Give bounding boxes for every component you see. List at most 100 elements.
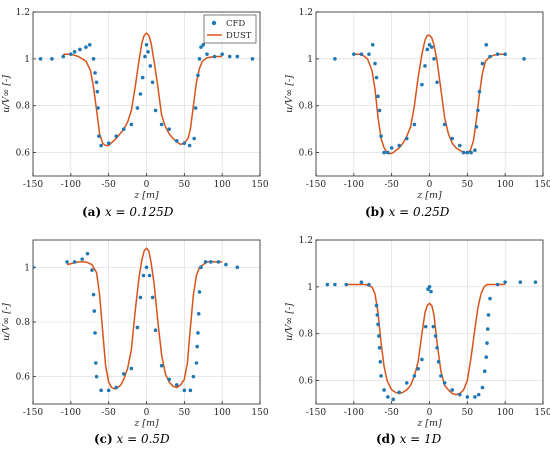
xtick-label-b-2: -50 — [384, 180, 399, 190]
cfd-point-d-2 — [344, 282, 349, 287]
cfd-point-a-18 — [129, 122, 134, 127]
plot-d: -150 -100 -50 0 50 100 150 0.6 0.8 1 1.2 z [m] u/V∞ … — [284, 236, 550, 429]
cfd-point-a-10 — [94, 80, 99, 85]
xtick-label-d-0: -150 — [306, 408, 326, 418]
cfd-point-a-28 — [159, 122, 164, 127]
cfd-point-a-19 — [135, 106, 140, 110]
caption-d: (d) x = 1D — [376, 432, 441, 446]
ytick-label-d-1: 0.8 — [299, 330, 314, 340]
cfd-point-a-22 — [143, 54, 147, 59]
cfd-point-d-0 — [325, 282, 330, 287]
cfd-point-a-41 — [220, 52, 224, 56]
xtick-label-b-1: -100 — [344, 180, 364, 190]
cfd-point-d-27 — [436, 360, 441, 364]
cfd-point-c-17 — [138, 295, 143, 300]
cfd-point-c-18 — [141, 273, 146, 278]
cfd-point-c-16 — [135, 325, 140, 330]
data-area-b — [333, 34, 526, 155]
cfd-point-b-33 — [480, 61, 485, 66]
cfd-point-a-2 — [61, 54, 66, 59]
cfd-point-a-32 — [187, 143, 192, 148]
y-axis-label-c: u/V∞ [-] — [1, 303, 12, 341]
cfd-point-b-15 — [412, 122, 417, 127]
cfd-point-d-10 — [378, 360, 383, 364]
ytick-label-c-0: 0.6 — [16, 373, 31, 383]
cfd-point-b-1 — [352, 52, 356, 56]
cfd-point-c-20 — [147, 273, 152, 278]
cfd-point-a-40 — [212, 54, 217, 59]
cfd-point-b-22 — [435, 80, 439, 85]
cfd-point-a-6 — [84, 45, 88, 49]
cfd-point-a-9 — [93, 71, 97, 75]
cfd-point-d-38 — [485, 341, 489, 345]
cfd-point-d-12 — [382, 388, 386, 392]
cfd-point-c-21 — [150, 295, 155, 300]
cfd-point-a-44 — [250, 57, 255, 61]
cfd-point-c-0 — [33, 265, 35, 270]
data-area-c — [33, 247, 240, 393]
y-axis-label-a: u/V∞ [-] — [1, 75, 12, 113]
cfd-point-d-28 — [439, 374, 443, 378]
xtick-label-b-6: 150 — [534, 180, 550, 190]
cfd-point-c-3 — [80, 257, 84, 261]
x-axis-label-d: z [m] — [416, 418, 442, 429]
ytick-label-a-1: 0.8 — [16, 102, 31, 112]
cfd-point-d-3 — [359, 280, 364, 284]
cfd-point-d-5 — [374, 303, 379, 308]
cfd-point-b-29 — [473, 148, 477, 153]
ytick-label-d-0: 0.6 — [299, 377, 314, 387]
cfd-point-b-11 — [386, 150, 390, 155]
cfd-point-a-25 — [148, 64, 153, 68]
cfd-point-d-22 — [427, 285, 432, 289]
caption-c-letter: (c) — [94, 432, 113, 446]
cfd-point-c-4 — [85, 251, 90, 256]
cfd-point-b-38 — [522, 57, 526, 61]
cfd-point-b-17 — [423, 64, 427, 68]
caption-b-text: x = 0.25D — [388, 205, 450, 219]
cfd-point-a-14 — [99, 143, 103, 148]
cfd-point-a-4 — [72, 50, 77, 54]
cfd-point-c-6 — [91, 292, 96, 297]
cfd-point-a-1 — [50, 57, 54, 61]
x-axis-label-b: z [m] — [416, 190, 442, 201]
cfd-point-b-5 — [373, 61, 377, 66]
cfd-point-a-26 — [150, 80, 155, 85]
xtick-label-c-2: -50 — [101, 408, 116, 418]
cfd-point-c-38 — [224, 262, 228, 267]
cfd-point-d-14 — [391, 397, 395, 402]
ytick-label-a-3: 1.2 — [16, 8, 30, 18]
cfd-point-c-15 — [129, 366, 134, 371]
cfd-point-a-36 — [197, 57, 202, 61]
cfd-point-d-33 — [473, 395, 477, 399]
cfd-point-d-40 — [486, 313, 491, 317]
dust-line-c — [66, 247, 223, 390]
cfd-point-b-13 — [397, 143, 402, 148]
cfd-point-b-34 — [484, 43, 489, 47]
cfd-point-d-24 — [431, 324, 436, 329]
caption-a-text: x = 0.125D — [104, 205, 174, 219]
xtick-label-b-3: 0 — [427, 180, 433, 190]
cfd-point-a-15 — [106, 141, 111, 145]
legend-dust-label: DUST — [226, 31, 252, 41]
cfd-point-d-9 — [377, 345, 382, 350]
cfd-point-d-42 — [495, 282, 500, 287]
xtick-label-a-6: 150 — [251, 180, 268, 190]
caption-b-letter: (b) — [365, 205, 385, 219]
cfd-point-a-27 — [153, 108, 158, 113]
cfd-point-a-5 — [78, 47, 82, 52]
ytick-label-b-1: 0.8 — [299, 102, 314, 112]
cfd-point-a-21 — [140, 75, 145, 80]
cfd-point-c-26 — [182, 388, 187, 393]
cfd-point-c-14 — [122, 372, 126, 376]
ytick-label-a-2: 1 — [24, 55, 30, 65]
cfd-point-d-23 — [429, 289, 433, 294]
cfd-point-b-27 — [465, 150, 470, 155]
dust-line-b — [353, 34, 506, 155]
xtick-label-c-5: 100 — [214, 408, 231, 418]
xtick-label-b-0: -150 — [306, 180, 326, 190]
cfd-point-b-9 — [379, 134, 383, 138]
cfd-point-d-25 — [433, 334, 438, 338]
cfd-point-b-21 — [432, 57, 436, 61]
cfd-point-c-2 — [72, 260, 77, 264]
